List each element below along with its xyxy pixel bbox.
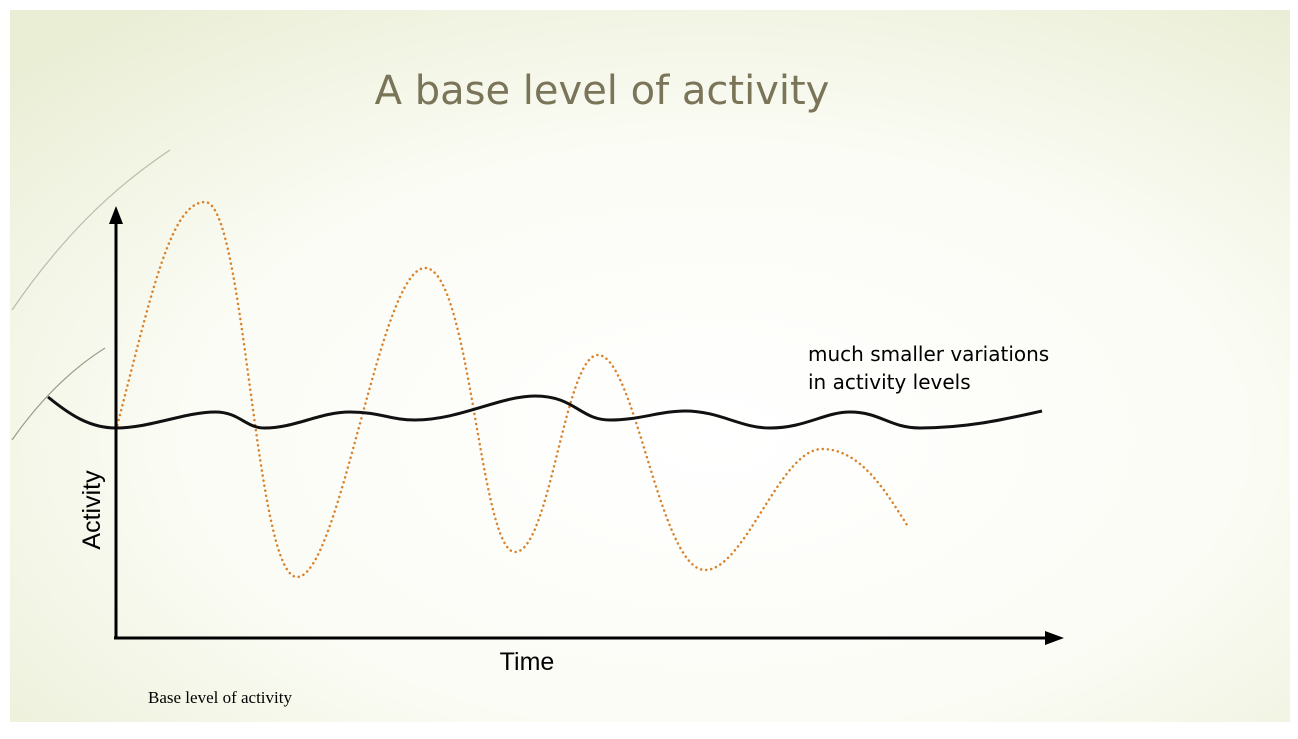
annotation-line: in activity levels	[808, 370, 971, 394]
y-axis-arrow	[109, 206, 123, 224]
base-level-curve	[47, 394, 1043, 430]
y-axis-label: Activity	[78, 470, 106, 550]
slide-background	[10, 10, 1290, 722]
decor-arc	[11, 347, 106, 441]
x-axis-label: Time	[500, 648, 555, 676]
decor-arc	[11, 149, 171, 311]
slide-title: A base level of activity	[375, 68, 830, 114]
annotation-line: much smaller variations	[808, 342, 1049, 366]
large-variation-curve	[114, 200, 909, 579]
caption: Base level of activity	[148, 688, 292, 707]
x-axis-arrow	[1045, 631, 1064, 645]
